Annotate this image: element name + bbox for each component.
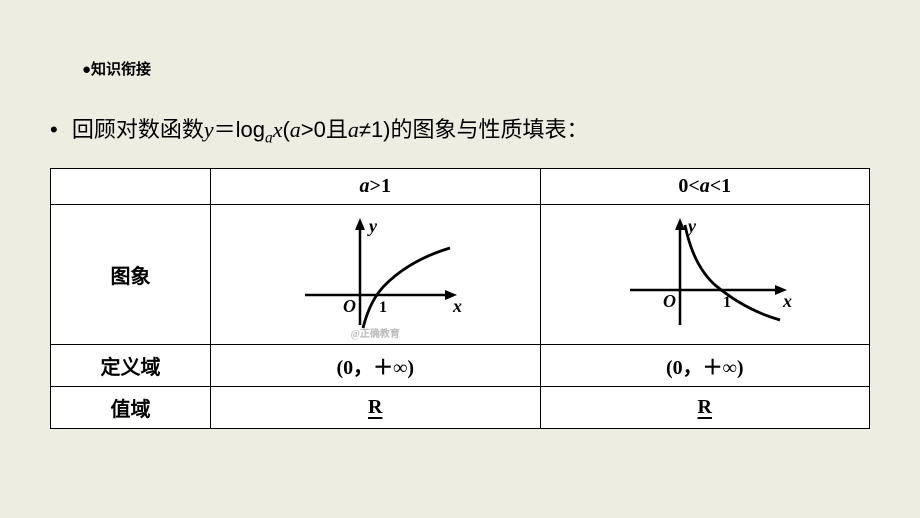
domain-col2: (0，＋∞): [540, 345, 870, 387]
intercept-1-2: 1: [723, 294, 731, 311]
eq-sign: ＝: [214, 117, 236, 142]
x-axis-label: x: [452, 296, 462, 316]
hdr2-pre: 0<: [678, 175, 699, 197]
header-a-gt-1: a>1: [211, 169, 541, 205]
origin-label-2: O: [663, 291, 676, 311]
table-domain-row: 定义域 (0，＋∞) (0，＋∞): [51, 345, 870, 387]
graph-cell-decreasing: y x O 1: [540, 205, 870, 345]
hdr1-op: >1: [370, 175, 391, 197]
x-axis-label-2: x: [782, 291, 792, 311]
table-range-row: 值域 R R: [51, 387, 870, 429]
domain-col1: (0，＋∞): [211, 345, 541, 387]
row-label-graph: 图象: [51, 205, 211, 345]
row-label-range: 值域: [51, 387, 211, 429]
y-axis-label-2: y: [686, 216, 697, 236]
table-header-row: a>1 0<a<1: [51, 169, 870, 205]
section-label: ●知识衔接: [82, 58, 151, 79]
graph-cell-increasing: y x O 1 @正确教育: [211, 205, 541, 345]
log-text: log: [236, 117, 265, 142]
var-a1: a: [290, 117, 301, 142]
intercept-1: 1: [379, 299, 387, 316]
range-val-2: R: [698, 396, 712, 418]
gt0-text: >0且: [301, 117, 348, 142]
log-increasing-svg: y x O 1: [275, 210, 475, 340]
var-y: y: [204, 117, 214, 142]
properties-table: a>1 0<a<1 图象 y x: [50, 168, 870, 429]
review-sentence: • 回顾对数函数y＝logax(a>0且a≠1)的图象与性质填表：: [50, 112, 589, 147]
text-after: 的图象与性质填表：: [391, 117, 589, 142]
log-decreasing-svg: y x O 1: [605, 210, 805, 340]
ne1-text: ≠1): [359, 117, 391, 142]
origin-label: O: [343, 296, 356, 316]
range-val-1: R: [368, 396, 382, 418]
row-label-domain: 定义域: [51, 345, 211, 387]
hdr2-post: <1: [710, 175, 731, 197]
range-col1: R: [211, 387, 541, 429]
header-empty: [51, 169, 211, 205]
range-col2: R: [540, 387, 870, 429]
text-before: 回顾对数函数: [72, 117, 204, 142]
sub-a: a: [265, 129, 273, 146]
properties-table-wrap: a>1 0<a<1 图象 y x: [50, 168, 870, 429]
hdr2-a: a: [700, 175, 710, 197]
paren-open: (: [282, 117, 289, 142]
bullet-dot: •: [50, 117, 58, 142]
var-x: x: [273, 117, 283, 142]
header-0-lt-a-lt-1: 0<a<1: [540, 169, 870, 205]
y-axis-label: y: [367, 216, 378, 236]
hdr1-a: a: [360, 175, 370, 197]
var-a2: a: [348, 117, 359, 142]
table-graph-row: 图象 y x O 1 @正确教育: [51, 205, 870, 345]
